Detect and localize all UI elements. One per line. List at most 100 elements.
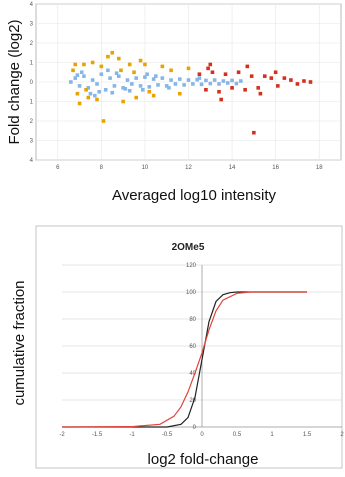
ma-data-point bbox=[119, 68, 123, 73]
ma-data-point bbox=[230, 86, 234, 90]
ma-y-tick-label: 2 bbox=[30, 41, 34, 47]
ma-data-point bbox=[197, 76, 202, 80]
ma-x-tick-label: 12 bbox=[185, 165, 192, 171]
ma-x-tick-label: 16 bbox=[272, 165, 279, 171]
ma-data-point bbox=[147, 85, 152, 89]
ma-data-point bbox=[167, 86, 171, 90]
ma-data-point bbox=[182, 83, 186, 87]
cdf-chart-border bbox=[35, 225, 343, 469]
ma-data-point bbox=[210, 70, 215, 75]
cdf-x-tick-label: -1 bbox=[129, 432, 135, 438]
cdf-x-tick-label: -1.5 bbox=[92, 432, 103, 438]
ma-x-tick-label: 8 bbox=[100, 165, 104, 171]
ma-data-point bbox=[86, 95, 91, 100]
ma-data-point bbox=[156, 83, 160, 87]
cdf-x-tick-label: 1 bbox=[270, 432, 274, 438]
ma-data-point bbox=[127, 62, 132, 67]
ma-data-point bbox=[208, 62, 213, 67]
ma-y-tick-label: 3 bbox=[30, 22, 34, 28]
ma-data-point bbox=[197, 72, 202, 76]
ma-data-point bbox=[134, 76, 139, 80]
ma-data-point bbox=[90, 60, 95, 65]
ma-data-point bbox=[177, 77, 182, 81]
ma-data-point bbox=[71, 68, 75, 73]
ma-data-point bbox=[77, 84, 82, 88]
ma-data-point bbox=[164, 84, 169, 88]
cdf-x-tick-label: 2 bbox=[340, 432, 344, 438]
ma-data-point bbox=[191, 82, 195, 86]
ma-data-point bbox=[86, 86, 91, 90]
ma-data-point bbox=[238, 79, 243, 83]
cdf-y-tick-label: 0 bbox=[193, 425, 197, 431]
ma-data-point bbox=[121, 86, 125, 90]
ma-data-point bbox=[177, 91, 182, 96]
ma-data-point bbox=[88, 91, 93, 96]
ma-data-point bbox=[225, 81, 230, 85]
ma-data-point bbox=[127, 88, 132, 93]
ma-data-point bbox=[101, 119, 106, 123]
ma-data-point bbox=[208, 81, 213, 86]
ma-data-point bbox=[154, 74, 158, 78]
ma-data-point bbox=[276, 84, 280, 88]
ma-data-point bbox=[145, 72, 149, 76]
ma-data-point bbox=[114, 71, 119, 76]
ma-data-point bbox=[123, 87, 128, 91]
ma-data-point bbox=[75, 73, 80, 77]
ma-x-tick-label: 18 bbox=[316, 165, 323, 171]
ma-data-point bbox=[130, 82, 134, 86]
ma-data-point bbox=[143, 62, 147, 67]
ma-data-point bbox=[160, 64, 165, 69]
cdf-y-tick-label: 40 bbox=[189, 371, 196, 377]
ma-data-point bbox=[73, 76, 78, 80]
cdf-y-axis-title: cumulative fraction bbox=[11, 280, 28, 405]
ma-data-point bbox=[108, 76, 112, 80]
ma-data-point bbox=[73, 62, 78, 67]
ma-data-point bbox=[243, 88, 247, 92]
cdf-x-tick-label: -2 bbox=[59, 432, 65, 438]
cdf-y-tick-label: 100 bbox=[186, 290, 197, 296]
cdf-title: 2OMe5 bbox=[172, 242, 205, 253]
ma-data-point bbox=[295, 82, 300, 86]
ma-data-point bbox=[204, 78, 208, 83]
cdf-y-tick-label: 80 bbox=[189, 317, 196, 323]
ma-data-point bbox=[110, 50, 115, 55]
ma-data-point bbox=[249, 74, 254, 78]
ma-data-point bbox=[204, 88, 208, 92]
ma-data-point bbox=[217, 89, 221, 94]
cdf-x-tick-label: 1.5 bbox=[303, 432, 312, 438]
ma-y-tick-label: 3 bbox=[30, 139, 34, 145]
ma-data-point bbox=[256, 86, 261, 90]
ma-data-point bbox=[302, 79, 306, 83]
cdf-series-line-red bbox=[61, 291, 307, 428]
ma-x-tick-label: 14 bbox=[229, 165, 236, 171]
ma-y-tick-label: 4 bbox=[30, 2, 34, 8]
ma-data-point bbox=[252, 130, 256, 135]
ma-data-point bbox=[77, 101, 82, 106]
ma-data-point bbox=[206, 66, 210, 71]
ma-data-point bbox=[217, 82, 221, 86]
ma-data-point bbox=[147, 89, 152, 94]
ma-data-point bbox=[269, 76, 274, 80]
ma-data-point bbox=[99, 64, 104, 69]
ma-data-point bbox=[140, 88, 145, 92]
ma-data-point bbox=[169, 78, 173, 82]
ma-data-point bbox=[82, 74, 86, 78]
ma-data-point bbox=[221, 79, 226, 83]
ma-data-point bbox=[262, 74, 267, 78]
cdf-chart: 120 100 80 60 40 20 0 -2 -1.5 -1 -0.5 0 0.5 1 1.5 2 2O… bbox=[11, 225, 344, 469]
ma-data-point bbox=[143, 75, 147, 79]
cdf-x-axis-title: log2 fold-change bbox=[148, 451, 259, 468]
ma-data-point bbox=[121, 99, 125, 104]
cdf-y-tick-label: 60 bbox=[189, 344, 196, 350]
ma-data-point bbox=[173, 82, 178, 86]
ma-data-point bbox=[219, 97, 223, 102]
ma-data-point bbox=[69, 80, 73, 84]
ma-y-tick-label: 1 bbox=[30, 100, 34, 106]
cdf-series-line-black bbox=[62, 291, 307, 428]
ma-data-point bbox=[95, 97, 99, 102]
ma-data-point bbox=[308, 80, 313, 84]
cdf-y-tick-label: 120 bbox=[186, 263, 197, 269]
ma-data-point bbox=[132, 70, 136, 75]
